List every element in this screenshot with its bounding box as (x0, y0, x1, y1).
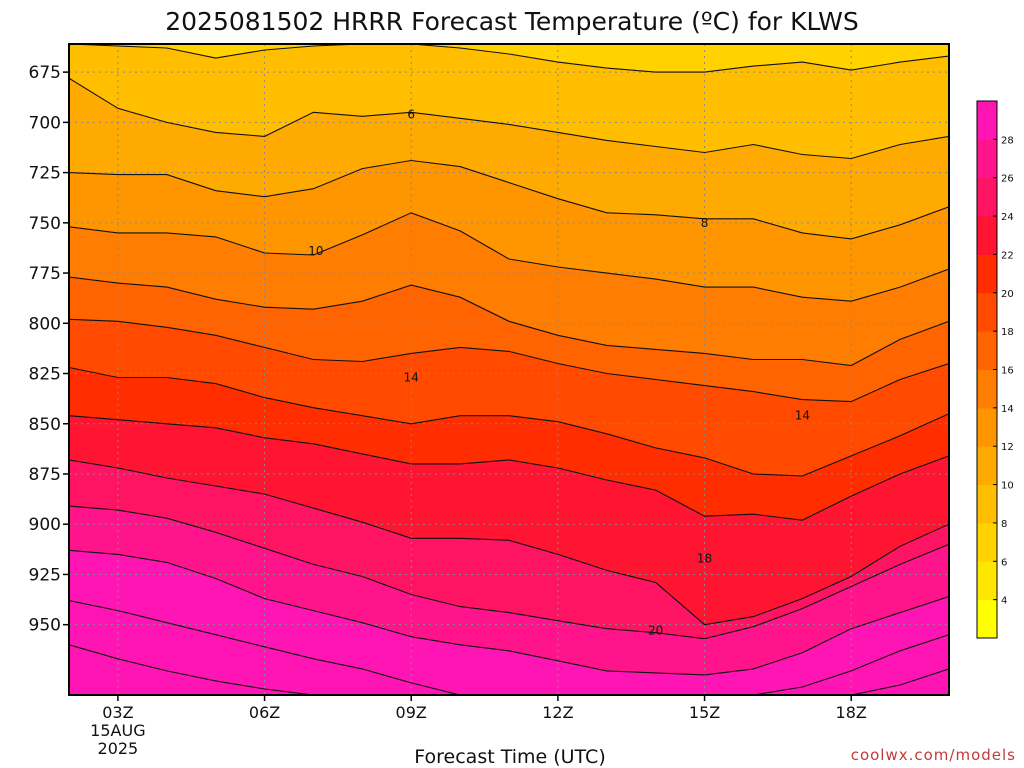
colorbar-tick-label: 26 (1001, 174, 1014, 185)
colorbar-tick-label: 12 (1001, 442, 1014, 453)
colorbar-tick-label: 22 (1001, 250, 1014, 261)
isotherm-line (69, 318, 949, 403)
y-tick-label: 875 (29, 465, 61, 485)
x-tick-label: 12Z (542, 703, 573, 722)
isotherm-line (69, 644, 949, 695)
x-tick-label: 06Z (249, 703, 280, 722)
colorbar-tick-label: 8 (1001, 519, 1007, 530)
colorbar-tick-label: 4 (1001, 596, 1007, 607)
chart-title: 2025081502 HRRR Forecast Temperature (ºC… (165, 7, 859, 36)
colorbar-tick-label: 14 (1001, 404, 1014, 415)
contour-labels: 6 8 10 14 14 18 20 (308, 107, 810, 637)
x-axis-title: Forecast Time (UTC) (414, 746, 605, 768)
temperature-fill-layer (69, 44, 949, 695)
plot-frame (68, 43, 950, 696)
y-axis: 675 700 725 750 775 800 825 850 875 900 925 950 (29, 63, 69, 636)
colorbar-tick-label: 24 (1001, 212, 1014, 223)
y-tick-label: 800 (29, 314, 61, 334)
colorbar-swatch (977, 139, 997, 179)
credit-text: coolwx.com/models (851, 746, 1016, 764)
x-tick-date-label: 2025 (98, 739, 139, 758)
colorbar-swatch (977, 216, 997, 255)
colorbar-swatch (977, 484, 997, 524)
contour-label: 18 (697, 551, 712, 565)
isotherm-line (69, 366, 949, 477)
contour-label: 14 (795, 409, 810, 423)
isotherm-line (69, 600, 949, 695)
contour-label: 6 (407, 107, 415, 121)
isotherm-line (69, 77, 949, 160)
y-tick-label: 750 (29, 214, 61, 234)
y-tick-label: 825 (29, 365, 61, 385)
isotherm-line (69, 459, 949, 626)
grid-lines (69, 44, 949, 695)
colorbar-tick-label: 10 (1001, 481, 1014, 492)
colorbar-tick-label: 16 (1001, 366, 1014, 377)
isotherm-line (69, 549, 949, 676)
colorbar-swatch (977, 331, 997, 370)
colorbar-swatch (977, 254, 997, 294)
colorbar-swatch (977, 369, 997, 409)
isotherm-line (69, 44, 949, 73)
colorbar-swatch (977, 292, 997, 332)
x-tick-date-label: 15AUG (90, 721, 145, 740)
contour-label: 8 (701, 216, 709, 230)
y-tick-label: 700 (29, 113, 61, 133)
contour-label: 10 (308, 244, 323, 258)
colorbar-swatch (977, 446, 997, 486)
y-tick-label: 950 (29, 616, 61, 636)
colorbar-tick-label: 6 (1001, 557, 1007, 568)
y-tick-label: 675 (29, 63, 61, 83)
colorbar-swatch (977, 599, 997, 639)
x-tick-label: 15Z (689, 703, 720, 722)
colorbar-tick-label: 18 (1001, 327, 1014, 338)
x-tick-label: 03Z (102, 703, 133, 722)
colorbar-swatch (977, 561, 997, 601)
x-tick-label: 09Z (396, 703, 427, 722)
y-tick-label: 775 (29, 264, 61, 284)
contour-label: 14 (404, 371, 419, 385)
isotherm-line (69, 159, 949, 240)
y-tick-label: 925 (29, 565, 61, 585)
colorbar-tick-label: 20 (1001, 289, 1014, 300)
isotherm-line (69, 505, 949, 640)
x-tick-label: 18Z (836, 703, 867, 722)
colorbar-swatch (977, 522, 997, 562)
isotherm-line (69, 212, 949, 302)
isotherm-line (69, 415, 949, 521)
y-tick-label: 900 (29, 515, 61, 535)
isotherm-contours (69, 44, 949, 695)
y-tick-label: 850 (29, 415, 61, 435)
colorbar-swatch (977, 407, 997, 447)
contour-label: 20 (648, 624, 663, 638)
colorbar-swatch (977, 177, 997, 217)
colorbar-legend: 4 6 8 10 12 14 16 18 20 22 24 26 28 (976, 100, 1014, 639)
colorbar-swatch (977, 101, 997, 140)
y-tick-label: 725 (29, 164, 61, 184)
isotherm-line (69, 276, 949, 367)
colorbar-tick-label: 28 (1001, 135, 1014, 146)
temperature-band (69, 44, 949, 73)
temperature-band (69, 644, 949, 695)
